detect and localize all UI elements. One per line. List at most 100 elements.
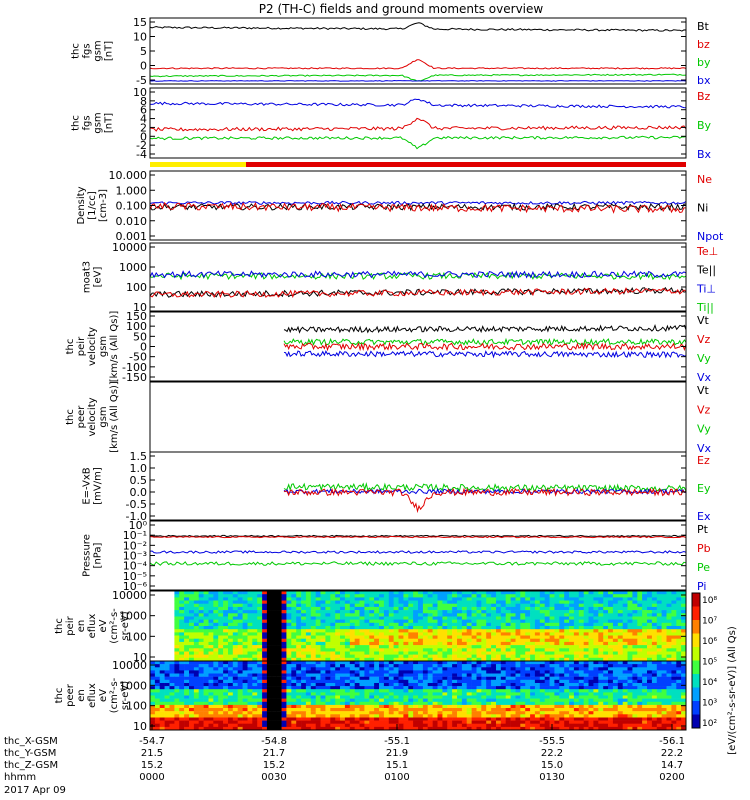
x-tick-label: 14.7 (661, 760, 683, 771)
y-tick-label: 100 (126, 281, 147, 294)
series-line-Bz (149, 117, 687, 132)
legend-entry: Ti⊥ (696, 282, 716, 295)
x-row-label: hhmm (4, 772, 36, 783)
x-tick-label: 21.5 (141, 748, 163, 759)
panel-frame (149, 520, 687, 591)
y-axis-label: en (76, 689, 87, 702)
y-tick-label: 1.0 (130, 462, 148, 475)
legend-entry: Vx (697, 442, 712, 455)
y-tick-label: -0.5 (126, 498, 147, 511)
date-label: 2017 Apr 09 (4, 785, 66, 796)
series-line-Vt (283, 323, 687, 334)
y-axis-label: velocity (87, 397, 98, 436)
x-tick-label: 15.1 (386, 760, 408, 771)
y-axis-label: Density (76, 186, 87, 224)
y-tick-label: 10 (133, 31, 147, 44)
y-tick-label: 10000 (112, 241, 147, 254)
x-tick-label: 15.2 (141, 760, 163, 771)
colorbar-frame (691, 592, 701, 729)
colorbar-segment (692, 606, 700, 621)
y-tick-label: -1.0 (126, 510, 147, 523)
panel-peir_spectrogram: 10000 1000 100 10 thc peir en eflux eV (cm²-s-sr-… (54, 589, 687, 664)
legend-entry: Bx (697, 148, 712, 161)
y-tick-label: 0.100 (116, 200, 148, 213)
series-line-Pb (149, 535, 687, 539)
x-tick-label: 15.2 (263, 760, 285, 771)
legend-entry: Vx (697, 371, 712, 384)
series-line-Npot (149, 200, 687, 206)
y-axis-label: [eV] (93, 267, 104, 288)
y-axis-label: eflux (87, 683, 98, 708)
series-line-Ey (283, 481, 687, 494)
series-line-Pi (149, 550, 687, 554)
y-axis-label: sr-eV) (120, 681, 131, 710)
legend-entry: Vt (697, 384, 710, 397)
y-tick-label: 1.5 (130, 450, 148, 463)
y-axis-label: (cm²-s- (109, 608, 120, 644)
panel-peer_velocity: thc peer velocity gsm [km/s (All Qs)] Vt Vz Vy V… (65, 381, 712, 455)
legend-entry: Pt (697, 523, 709, 536)
series-line-bx (149, 79, 687, 82)
y-axis-label: [mV/m] (93, 467, 104, 505)
y-tick-label: 10⁻⁵ (123, 570, 147, 583)
panel-frame (149, 660, 687, 731)
panel-fgs_gsm: 15 105 0-5 thc fgs gsm [nT] Bt bz by bx (71, 16, 711, 87)
y-tick-label: -4 (136, 148, 147, 161)
colorbar-tick-label: 10⁷ (702, 617, 717, 627)
y-axis-label: peer (76, 405, 87, 429)
colorbar-tick-label: 10⁵ (702, 658, 717, 668)
series-line-Pt (149, 534, 686, 538)
y-tick-label: 1000 (119, 261, 147, 274)
series-line-Vx (283, 350, 687, 359)
y-axis-label: thc (71, 115, 82, 131)
y-axis-label: moat3 (82, 261, 93, 293)
legend-entry: Vt (697, 314, 710, 327)
y-tick-label: 10⁻³ (123, 550, 147, 563)
y-tick-label: 50 (133, 330, 147, 343)
colorbar-tick-label: 10³ (702, 699, 717, 709)
panel-peer_spectrogram: 10000 1000 100 10 thc peer en eflux eV (cm²-s-sr-… (54, 659, 687, 733)
series-line-Bx (149, 98, 687, 109)
y-tick-label: 10 (133, 301, 147, 314)
series-line-Vz (283, 341, 687, 352)
legend-entry: Pi (697, 580, 706, 593)
legend-entry: Bz (697, 90, 711, 103)
y-tick-label: 0.001 (116, 230, 148, 243)
series-line-Ez (283, 487, 687, 514)
x-tick-label: 21.9 (386, 748, 408, 759)
colorbar-segment (692, 701, 700, 715)
y-tick-label: -2 (136, 139, 147, 152)
legend-entry: Te|| (696, 264, 716, 277)
colorbar-segment (692, 593, 700, 607)
legend-entry: Te⊥ (696, 245, 718, 258)
y-tick-label: -150 (122, 371, 147, 384)
legend-entry: Ey (697, 482, 711, 495)
y-axis-label: Pressure (82, 534, 93, 577)
y-tick-label: -100 (122, 361, 147, 374)
legend-entry: Ex (697, 510, 711, 523)
series-line-Ti|| (149, 271, 687, 281)
plot-title: P2 (TH-C) fields and ground moments over… (259, 2, 544, 16)
panel-frame (149, 242, 687, 312)
y-tick-label: 4 (140, 113, 147, 126)
colorbar-segment (692, 647, 700, 661)
x-tick-label: 0000 (139, 772, 164, 783)
mode-bar-fast (246, 162, 686, 167)
y-axis-label: fgs (82, 115, 93, 130)
colorbar-segment (692, 660, 700, 675)
series-line-Bt (149, 22, 687, 32)
y-axis-label: peer (65, 683, 76, 707)
y-tick-label: 10⁻² (123, 539, 147, 552)
y-tick-label: 10⁰ (129, 519, 148, 532)
colorbar-tick-label: 10⁶ (702, 637, 717, 647)
series-line-Ne (149, 201, 686, 214)
series-line-Vy (283, 337, 687, 346)
y-axis-label: thc (65, 339, 76, 355)
legend-entry: Ni (697, 202, 708, 215)
y-tick-label: 6 (140, 104, 147, 117)
y-axis-label: (cm²-s- (109, 677, 120, 713)
x-tick-label: 0100 (384, 772, 409, 783)
